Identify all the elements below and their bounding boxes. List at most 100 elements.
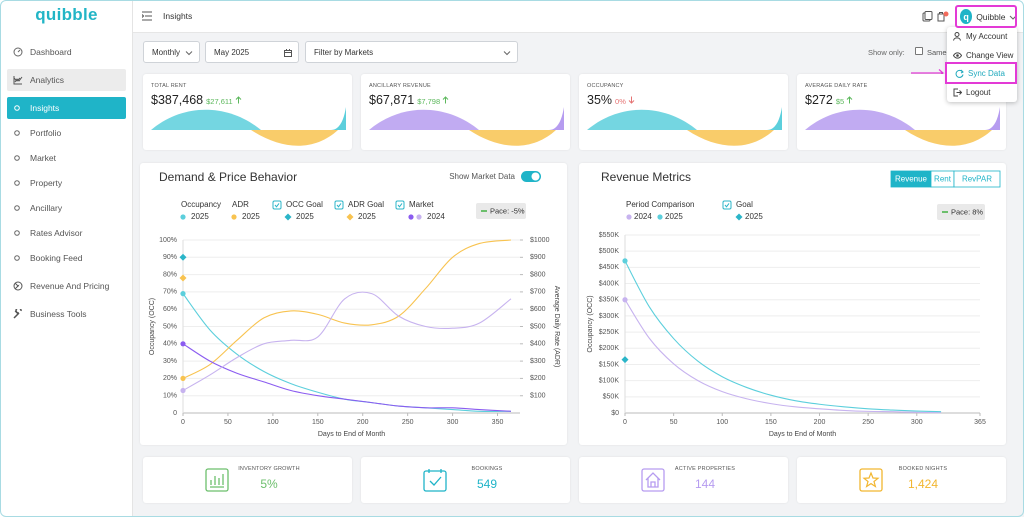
x-tick-label: 350 xyxy=(492,419,504,426)
chevron xyxy=(1009,15,1015,20)
goal-marker xyxy=(179,253,187,261)
trend-arrow-path xyxy=(628,96,635,104)
y-tick-label: 50% xyxy=(163,323,177,330)
date-picker[interactable]: May 2025 xyxy=(205,41,299,63)
legend-title: Market xyxy=(409,200,434,209)
chart-card: Demand & Price Behavior 0 10% 20% 30% 40% 50% 6… xyxy=(140,163,567,445)
legend-title: Occupancy xyxy=(181,200,221,209)
icon xyxy=(14,155,20,161)
circle-shape xyxy=(14,105,20,111)
menu-item[interactable]: Portfolio xyxy=(7,122,126,144)
logo[interactable]: quibble xyxy=(35,5,98,24)
checkbox[interactable] xyxy=(722,200,732,210)
circle-shape xyxy=(14,130,20,136)
stat-text: INVENTORY GROWTH 5% xyxy=(229,466,309,491)
path-shape xyxy=(210,474,224,488)
dropdown-label: Sync Data xyxy=(968,68,1005,78)
menu-item[interactable]: Rates Advisor xyxy=(7,222,126,244)
menu-label: Revenue And Pricing xyxy=(30,281,110,291)
y2-tick-label: $900 xyxy=(530,254,546,261)
page-title: Insights xyxy=(163,11,193,21)
menu-item[interactable]: Revenue And Pricing xyxy=(7,275,126,297)
path-shape xyxy=(503,51,511,56)
pace-label: Pace: -5% xyxy=(490,206,525,215)
market-select[interactable]: Filter by Markets xyxy=(305,41,518,63)
tab[interactable] xyxy=(953,170,1001,188)
x-tick-label: 0 xyxy=(181,419,185,426)
legend-diamond xyxy=(346,213,354,221)
goal-marker xyxy=(621,356,629,364)
series-line xyxy=(182,291,512,391)
series-line xyxy=(624,260,942,413)
menu-label: Business Tools xyxy=(30,309,87,319)
menu-label: Market xyxy=(30,153,56,163)
stat-text: BOOKINGS 549 xyxy=(447,466,527,491)
checkbox[interactable] xyxy=(334,200,344,210)
y-tick-label: 10% xyxy=(163,393,177,400)
sparkline xyxy=(587,107,782,146)
x-tick-label: 250 xyxy=(862,419,874,426)
chevron xyxy=(503,51,511,56)
icon xyxy=(955,69,964,78)
dropdown-item[interactable]: Change View xyxy=(947,46,1017,65)
y2-axis-label: Average Daily Rate (ADR) xyxy=(553,286,560,368)
menu-item[interactable]: Ancillary xyxy=(7,197,126,219)
trend-arrow xyxy=(442,96,449,104)
kpi-change: 0% xyxy=(615,97,626,106)
sparkline xyxy=(369,107,564,146)
tab-label: Rent xyxy=(934,175,952,184)
stat-value: 5% xyxy=(260,477,278,491)
user-name: Quibble xyxy=(976,11,1006,22)
menu-item[interactable]: Market xyxy=(7,147,126,169)
y-tick-label: 30% xyxy=(163,358,177,365)
kpi-label: ANCILLARY REVENUE xyxy=(369,83,431,89)
path-shape xyxy=(469,130,556,146)
x-tick-label: 50 xyxy=(224,419,232,426)
circle-shape xyxy=(954,32,960,37)
legend-dot xyxy=(408,214,414,220)
icon xyxy=(953,88,962,97)
dropdown-item[interactable]: Sync Data xyxy=(945,62,1017,84)
chevron xyxy=(13,77,21,82)
icon xyxy=(14,105,20,111)
y2-tick-label: $400 xyxy=(530,341,546,348)
y2-tick-label: $200 xyxy=(530,375,546,382)
x-tick-label: 200 xyxy=(357,419,369,426)
path-shape xyxy=(251,130,338,146)
menu-item[interactable]: Dashboard xyxy=(7,41,126,63)
chart-card: Revenue Metrics $0 $50K $100K $150K $200K $250… xyxy=(579,163,1006,445)
menu-item[interactable]: Property xyxy=(7,172,126,194)
stat-label: BOOKINGS xyxy=(471,466,503,472)
dropdown-item[interactable]: Logout xyxy=(947,83,1017,102)
user-button[interactable]: q Quibble xyxy=(955,5,1017,28)
menu-item[interactable]: Insights xyxy=(7,97,126,119)
path-shape xyxy=(428,469,442,486)
legend-label: 2024 xyxy=(427,212,445,221)
series-line xyxy=(182,343,512,412)
menu-item[interactable]: Booking Feed xyxy=(7,247,126,269)
menu-item[interactable]: Business Tools xyxy=(7,303,126,325)
path-shape xyxy=(331,107,346,130)
checkbox[interactable] xyxy=(395,200,405,210)
menu-item[interactable]: Analytics xyxy=(7,69,126,91)
stat-card: INVENTORY GROWTH 5% xyxy=(143,457,352,503)
y-tick-label: $100K xyxy=(599,377,620,384)
rect-shape xyxy=(641,468,665,492)
kpi-value: $272 xyxy=(805,93,833,107)
dropdown-item[interactable]: My Account xyxy=(947,27,1017,46)
header-icons[interactable] xyxy=(922,11,950,23)
legend-dot xyxy=(231,214,237,220)
icon xyxy=(953,52,962,59)
menu-label: Dashboard xyxy=(30,47,72,57)
icon xyxy=(14,180,20,186)
legend-title: ADR xyxy=(232,200,249,209)
x-tick-label: 250 xyxy=(402,419,414,426)
hamburger-icon[interactable] xyxy=(142,11,153,21)
y-tick-label: 80% xyxy=(163,271,177,278)
period-select[interactable]: Monthly xyxy=(143,41,200,63)
checkbox[interactable] xyxy=(915,47,923,55)
checkbox[interactable] xyxy=(272,200,282,210)
top-bar xyxy=(133,0,1024,33)
select-label: Monthly xyxy=(152,47,181,57)
